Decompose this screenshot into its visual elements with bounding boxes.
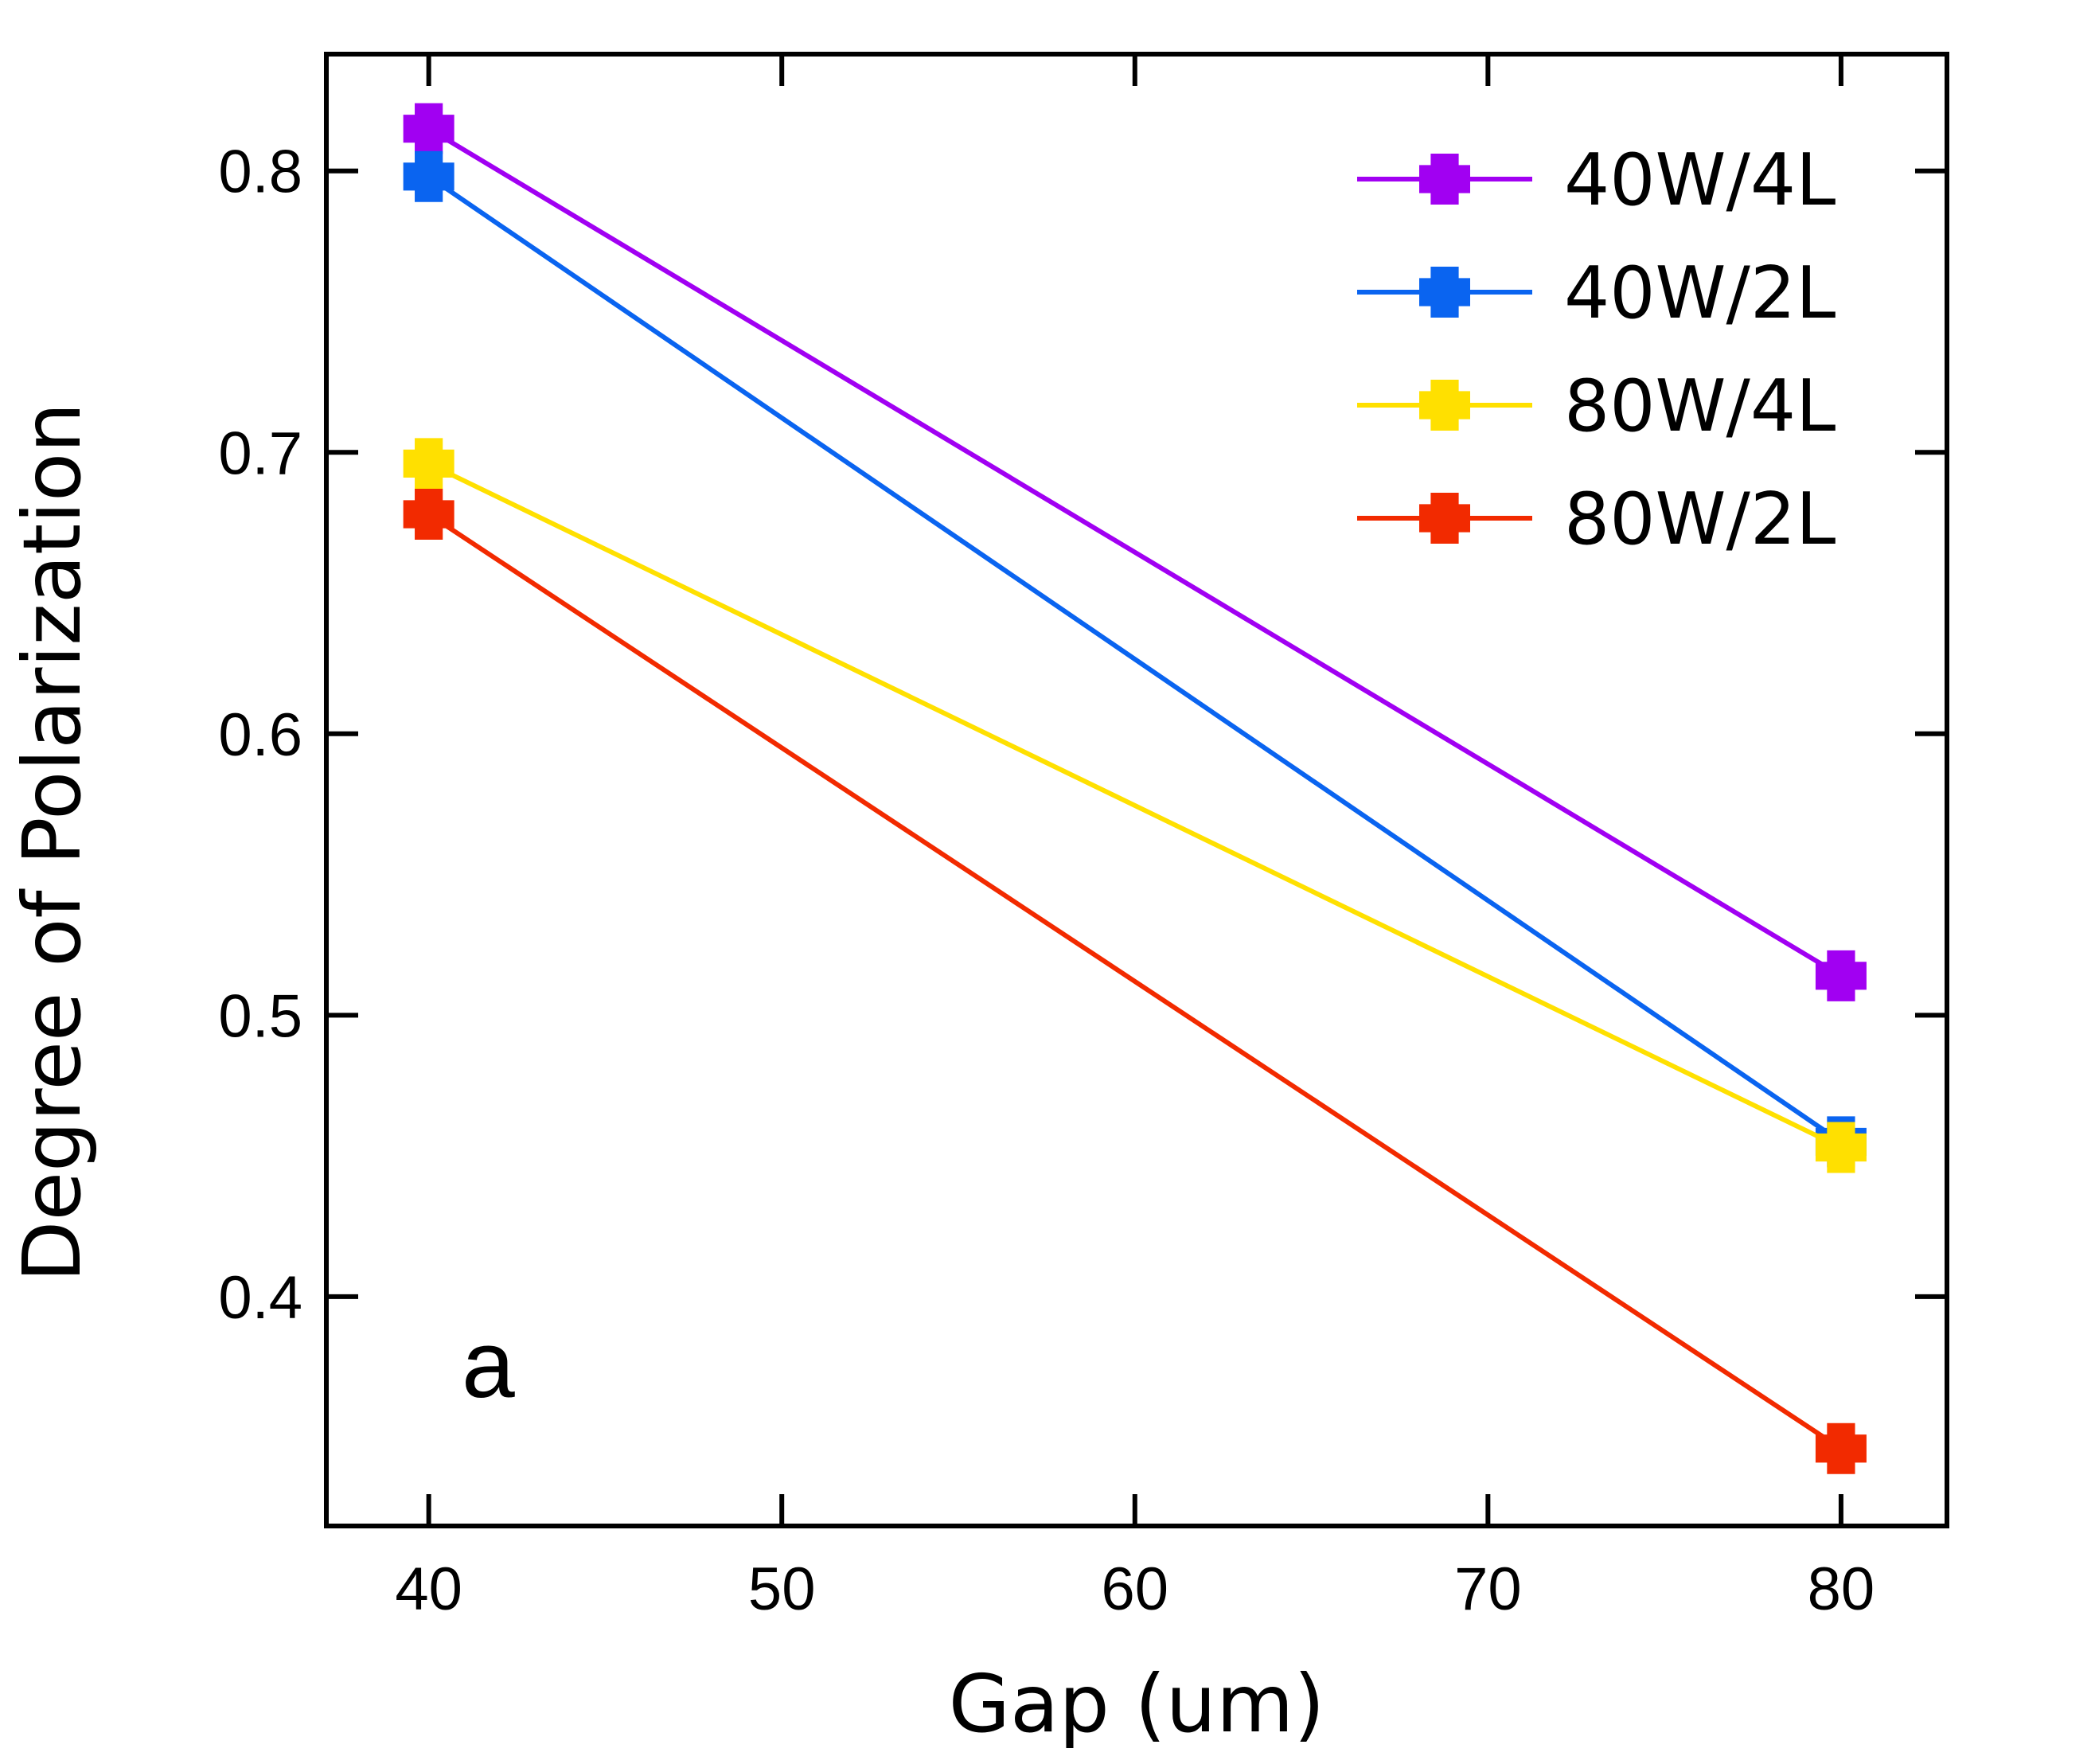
legend-item-80W/4L: 80W/4L	[1357, 365, 1836, 448]
series-40W/4L	[403, 103, 1867, 1001]
data-point-40W/2L-40	[403, 150, 455, 202]
data-point-40W/4L-40	[403, 103, 455, 154]
data-point-40W/4L-80	[1815, 950, 1867, 1001]
tick-layer: 40 50 60 70 80 0.4 0.5 0.6 0.7 0.8	[218, 54, 1947, 1623]
legend-label-40W/2L: 40W/2L	[1564, 252, 1836, 335]
legend-label-80W/2L: 80W/2L	[1564, 478, 1836, 561]
legend-marker-40W/2L	[1419, 267, 1470, 318]
data-point-80W/4L-80	[1815, 1122, 1867, 1173]
series-line-80W/4L	[427, 461, 1843, 1150]
series-80W/2L	[403, 489, 1867, 1474]
panel-label: a	[462, 1311, 515, 1418]
legend: 40W/4L 40W/2L 80W/4L 80W/2L	[1357, 139, 1836, 561]
data-point-80W/2L-40	[403, 489, 455, 541]
x-axis-title: Gap (um)	[949, 1657, 1325, 1750]
y-tick-label-0.7: 0.7	[218, 420, 302, 487]
legend-item-40W/2L: 40W/2L	[1357, 252, 1836, 335]
x-tick-label-50: 50	[748, 1555, 816, 1623]
legend-item-80W/2L: 80W/2L	[1357, 478, 1836, 561]
y-tick-label-0.5: 0.5	[218, 982, 302, 1050]
x-tick-label-60: 60	[1102, 1555, 1169, 1623]
legend-marker-80W/4L	[1419, 380, 1470, 431]
x-tick-label-70: 70	[1454, 1555, 1522, 1623]
y-axis-title: Degree of Polarization	[6, 402, 99, 1282]
y-tick-label-0.8: 0.8	[218, 139, 302, 206]
legend-marker-40W/4L	[1419, 154, 1470, 205]
x-tick-label-80: 80	[1808, 1555, 1875, 1623]
legend-item-40W/4L: 40W/4L	[1357, 139, 1836, 222]
data-point-80W/4L-40	[403, 438, 455, 490]
series-line-80W/2L	[427, 512, 1843, 1451]
x-tick-label-40: 40	[395, 1555, 462, 1623]
series-line-40W/2L	[427, 174, 1843, 1144]
series-line-40W/4L	[427, 127, 1843, 978]
legend-label-40W/4L: 40W/4L	[1564, 139, 1836, 222]
legend-label-80W/4L: 80W/4L	[1564, 365, 1836, 448]
y-tick-label-0.6: 0.6	[218, 701, 302, 769]
series-layer	[403, 103, 1867, 1474]
series-80W/4L	[403, 438, 1867, 1173]
y-tick-label-0.4: 0.4	[218, 1264, 302, 1332]
data-point-80W/2L-80	[1815, 1423, 1867, 1474]
legend-marker-80W/2L	[1419, 493, 1470, 544]
